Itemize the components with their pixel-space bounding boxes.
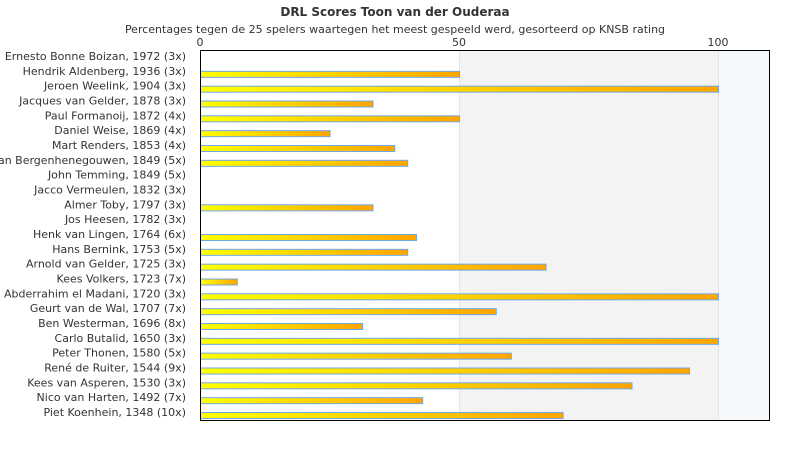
category-label: van Bergenhenegouwen, 1849 (5x) — [0, 154, 186, 167]
x-tick-label: 50 — [452, 36, 466, 49]
bar — [200, 278, 238, 286]
category-label: René de Ruiter, 1544 (9x) — [44, 362, 186, 375]
category-label: Ernesto Bonne Boizan, 1972 (3x) — [5, 50, 186, 63]
chart-subtitle: Percentages tegen de 25 spelers waartege… — [125, 23, 665, 36]
category-label: Mart Renders, 1853 (4x) — [52, 139, 186, 152]
category-label: Abderrahim el Madani, 1720 (3x) — [4, 287, 186, 300]
band-50-100 — [459, 50, 718, 421]
bar — [200, 130, 331, 138]
bar — [200, 115, 460, 123]
category-label: Jacques van Gelder, 1878 (3x) — [18, 95, 186, 108]
bar — [200, 204, 374, 212]
category-label: Jos Heesen, 1782 (3x) — [64, 213, 186, 226]
bar — [200, 382, 633, 390]
bar — [200, 159, 409, 167]
bar — [200, 367, 690, 375]
bar — [200, 100, 374, 108]
bar — [200, 337, 719, 345]
category-label: Almer Toby, 1797 (3x) — [64, 198, 186, 211]
band-100-plus — [718, 50, 770, 421]
bar — [200, 293, 719, 301]
bar — [200, 352, 512, 360]
bar — [200, 70, 460, 78]
category-label: Nico van Harten, 1492 (7x) — [37, 391, 186, 404]
category-label: Kees Volkers, 1723 (7x) — [57, 273, 186, 286]
x-tick-label: 100 — [708, 36, 729, 49]
bar — [200, 412, 564, 419]
chart-title: DRL Scores Toon van der Ouderaa — [280, 5, 509, 19]
x-tick-label: 0 — [197, 36, 204, 49]
bar — [200, 85, 719, 93]
category-label: Kees van Asperen, 1530 (3x) — [27, 376, 186, 389]
category-label: Ben Westerman, 1696 (8x) — [38, 317, 186, 330]
category-label: Jeroen Weelink, 1904 (3x) — [43, 80, 186, 93]
bar — [200, 248, 409, 256]
category-label: Piet Koenhein, 1348 (10x) — [43, 406, 186, 419]
category-label: John Temming, 1849 (5x) — [47, 169, 186, 182]
category-label: Daniel Weise, 1869 (4x) — [54, 124, 186, 137]
bar — [200, 263, 547, 271]
bar — [200, 234, 418, 241]
bar — [200, 308, 497, 316]
category-label: Paul Formanoij, 1872 (4x) — [45, 109, 186, 122]
plot-border — [200, 50, 770, 421]
bar — [200, 397, 424, 405]
category-label: Peter Thonen, 1580 (5x) — [52, 347, 186, 360]
category-label: Jacco Vermeulen, 1832 (3x) — [33, 184, 186, 197]
bar — [200, 323, 364, 330]
category-label: Hendrik Aldenberg, 1936 (3x) — [23, 65, 186, 78]
bar — [200, 145, 396, 152]
category-label: Arnold van Gelder, 1725 (3x) — [26, 258, 186, 271]
category-label: Carlo Butalid, 1650 (3x) — [55, 332, 186, 345]
category-label: Geurt van de Wal, 1707 (7x) — [30, 302, 186, 315]
category-label: Henk van Lingen, 1764 (6x) — [33, 228, 186, 241]
category-label: Hans Bernink, 1753 (5x) — [52, 243, 186, 256]
